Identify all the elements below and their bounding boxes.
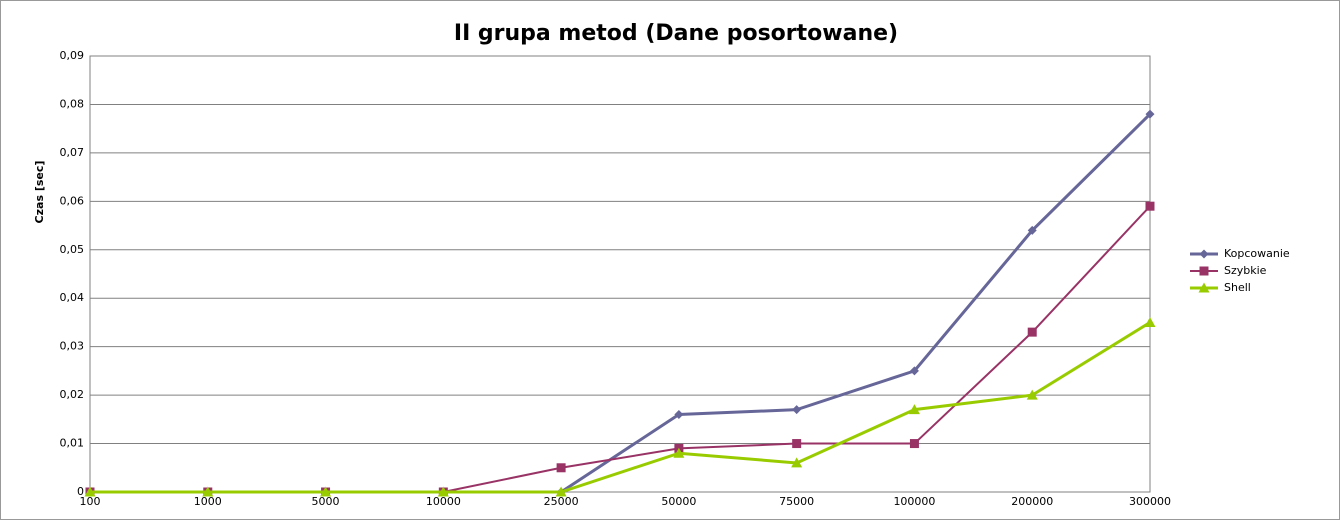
- marker: [673, 447, 685, 458]
- legend-label: Szybkie: [1224, 264, 1267, 277]
- series-line: [90, 321, 1151, 494]
- marker: [555, 486, 567, 497]
- y-tick-label: 0,01: [60, 437, 85, 450]
- legend-marker: [1198, 282, 1210, 293]
- y-tick-label: 0,09: [60, 49, 85, 62]
- marker: [84, 486, 96, 497]
- marker: [437, 486, 449, 497]
- marker: [202, 486, 214, 497]
- y-tick-label: 0,02: [60, 388, 85, 401]
- marker: [909, 439, 919, 449]
- marker: [908, 404, 920, 415]
- x-tick-label: 200000: [1011, 495, 1053, 508]
- y-tick-label: 0,07: [60, 146, 85, 159]
- y-tick-label: 0,04: [60, 291, 85, 304]
- marker: [1027, 327, 1037, 337]
- marker: [1145, 109, 1155, 119]
- marker: [1027, 225, 1037, 235]
- marker: [320, 486, 332, 497]
- x-tick-label: 100000: [893, 495, 935, 508]
- legend-marker: [1199, 249, 1209, 259]
- y-axis-label: Czas [sec]: [33, 161, 46, 224]
- legend-label: Kopcowanie: [1224, 247, 1290, 260]
- x-tick-label: 25000: [544, 495, 579, 508]
- x-tick-label: 5000: [312, 495, 340, 508]
- legend-label: Shell: [1224, 281, 1251, 294]
- x-tick-label: 1000: [194, 495, 222, 508]
- marker: [909, 366, 919, 376]
- marker: [1145, 201, 1155, 211]
- legend-marker: [1199, 266, 1209, 276]
- marker: [792, 439, 802, 449]
- chart-title: II grupa metod (Dane posortowane): [454, 21, 898, 46]
- marker: [1026, 389, 1038, 400]
- y-tick-label: 0,06: [60, 194, 85, 207]
- y-tick-label: 0: [77, 485, 84, 498]
- marker: [674, 409, 684, 419]
- y-tick-label: 0,03: [60, 340, 85, 353]
- x-tick-label: 100: [80, 495, 101, 508]
- marker: [1144, 316, 1156, 327]
- y-tick-label: 0,08: [60, 97, 85, 110]
- x-tick-label: 50000: [661, 495, 696, 508]
- x-tick-label: 300000: [1129, 495, 1171, 508]
- x-tick-label: 10000: [426, 495, 461, 508]
- marker: [556, 463, 566, 473]
- marker: [792, 405, 802, 415]
- marker: [791, 457, 803, 468]
- x-tick-label: 75000: [779, 495, 814, 508]
- y-tick-label: 0,05: [60, 243, 85, 256]
